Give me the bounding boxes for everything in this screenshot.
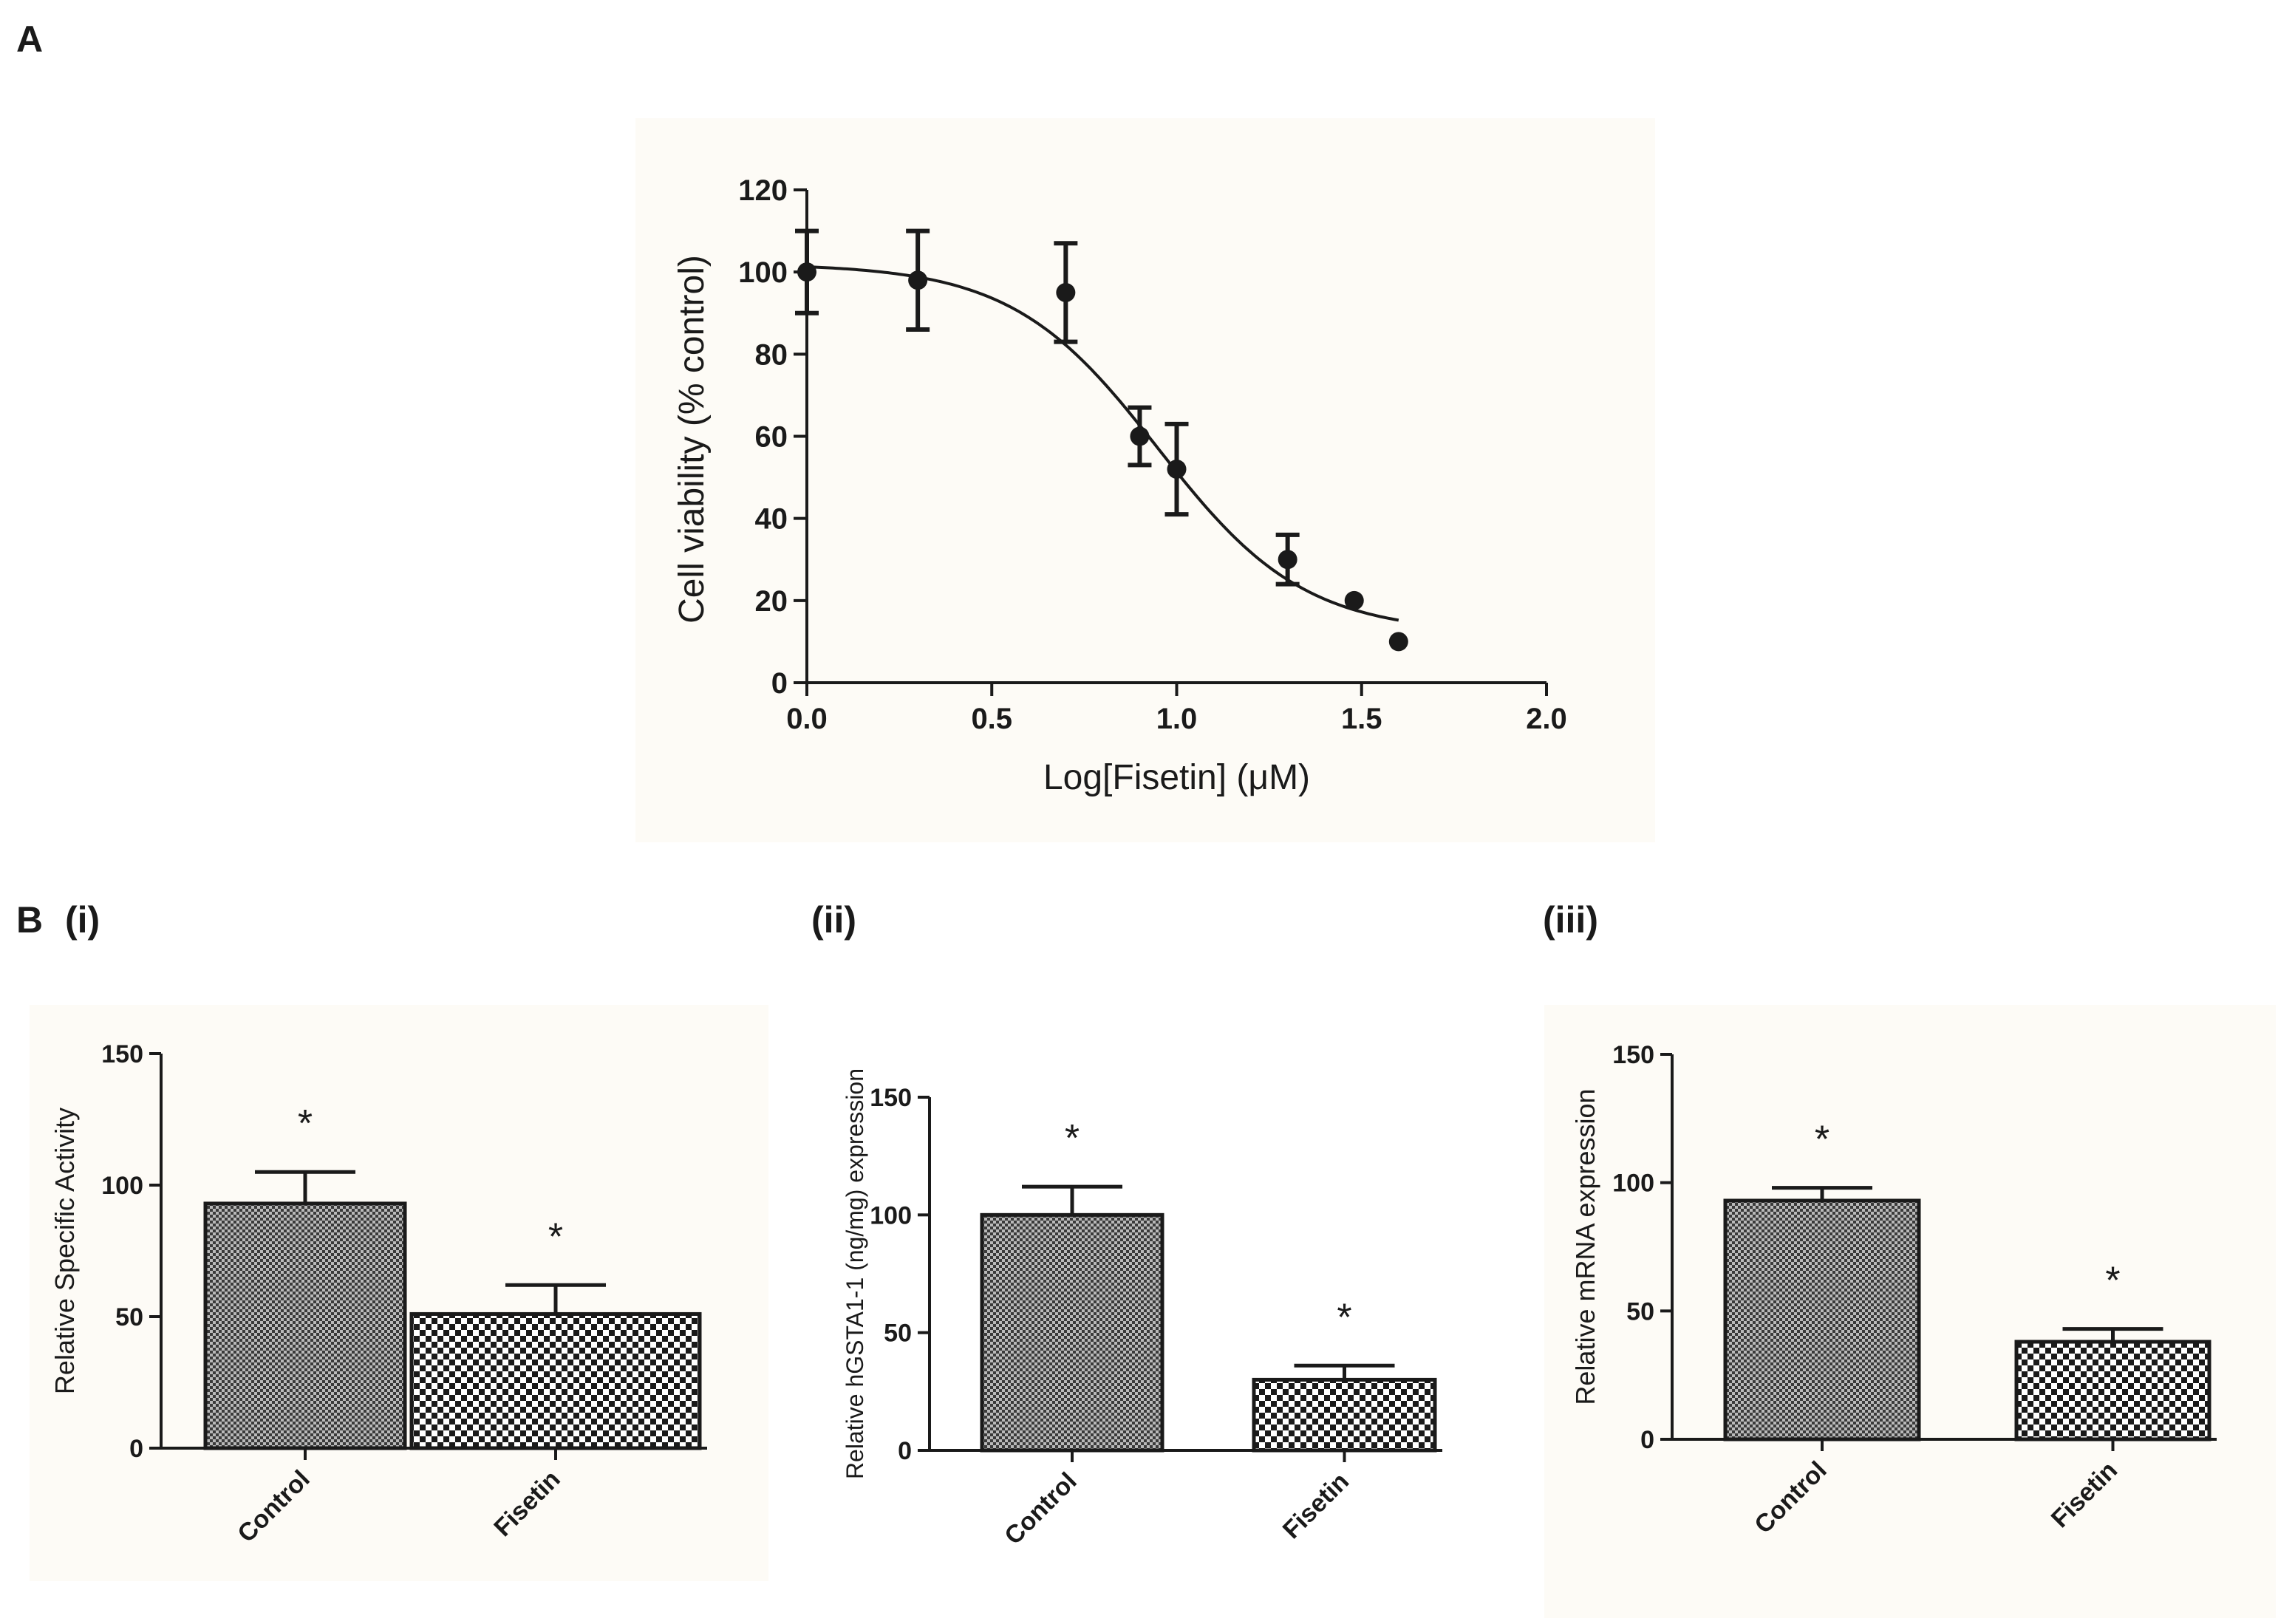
panel-label-a: A — [16, 18, 43, 60]
data-point — [1167, 459, 1187, 479]
y-tick-label: 100 — [870, 1201, 912, 1229]
y-tick-label: 100 — [1612, 1170, 1654, 1198]
dose-response-chart: 0 20 40 60 80 100 120 0.0 0.5 1.0 1.5 2.0 Log[Fiseti… — [672, 174, 1567, 797]
data-point — [1278, 550, 1297, 570]
y-tick-label: 20 — [755, 585, 788, 618]
bar-control — [980, 1212, 1164, 1453]
y-tick-label: 40 — [755, 503, 788, 536]
x-tick-label: 0.5 — [971, 703, 1012, 735]
y-tick-label: 0 — [1640, 1426, 1654, 1454]
bar-fisetin — [2014, 1340, 2211, 1442]
significance-star: * — [1065, 1117, 1080, 1160]
y-tick-label: 0 — [898, 1437, 912, 1465]
bar-fisetin — [1252, 1377, 1437, 1453]
bar-control — [203, 1201, 407, 1450]
y-tick-label: 100 — [738, 256, 788, 289]
y-tick-label: 50 — [115, 1303, 143, 1331]
y-tick-label: 150 — [1612, 1041, 1654, 1069]
y-tick-label: 50 — [884, 1320, 912, 1348]
y-axis-label: Relative hGSTA1-1 (ng/mg) expression — [842, 1068, 868, 1479]
y-axis-label: Cell viability (% control) — [672, 255, 712, 624]
panel-label-b-i: (i) — [65, 899, 100, 941]
panel-label-b-iii: (iii) — [1543, 899, 1598, 941]
y-tick-label: 60 — [755, 421, 788, 454]
x-tick-label: 0.0 — [786, 703, 828, 735]
x-axis-label: Log[Fisetin] (μM) — [1043, 758, 1310, 797]
bar-fisetin — [409, 1311, 702, 1450]
bar-control — [1723, 1198, 1921, 1442]
y-axis-label: Relative Specific Activity — [50, 1108, 80, 1394]
y-tick-label: 100 — [101, 1172, 143, 1200]
y-tick-label: 0 — [771, 667, 788, 700]
data-point — [1056, 282, 1076, 302]
x-tick-label: 1.0 — [1156, 703, 1198, 735]
x-tick-label: 1.5 — [1341, 703, 1382, 735]
significance-star: * — [298, 1102, 313, 1145]
fit-curve — [806, 265, 1399, 622]
data-point — [1344, 590, 1364, 610]
data-point — [797, 262, 816, 282]
y-tick-label: 120 — [738, 174, 788, 207]
y-tick-label: 80 — [755, 338, 788, 371]
panel-label-b: B — [16, 899, 43, 941]
significance-star: * — [548, 1215, 563, 1258]
significance-star: * — [1337, 1296, 1351, 1339]
significance-star: * — [1815, 1119, 1829, 1161]
y-tick-label: 0 — [129, 1435, 143, 1463]
y-tick-label: 150 — [870, 1084, 912, 1112]
x-tick-label: 2.0 — [1526, 703, 1567, 735]
panel-label-b-ii: (ii) — [811, 899, 856, 941]
y-tick-label: 150 — [101, 1040, 143, 1068]
y-axis-label: Relative mRNA expression — [1570, 1088, 1600, 1405]
y-tick-label: 50 — [1626, 1297, 1654, 1326]
data-point — [1130, 426, 1150, 446]
data-point — [1388, 632, 1408, 652]
significance-star: * — [2105, 1260, 2120, 1303]
data-point — [908, 270, 928, 290]
